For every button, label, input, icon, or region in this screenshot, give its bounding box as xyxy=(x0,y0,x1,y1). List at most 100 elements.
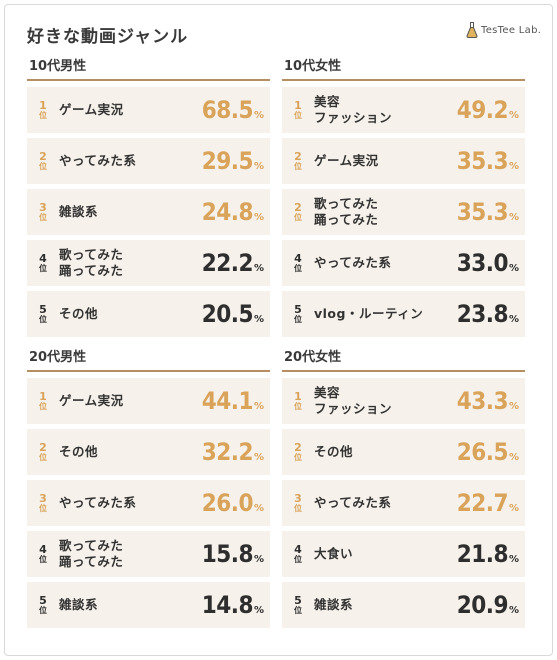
genre-label: その他 xyxy=(59,444,99,460)
rank-suffix: 位 xyxy=(294,504,302,513)
percentage-value: 44.1% xyxy=(202,387,264,415)
percentage-number: 32.2 xyxy=(201,438,254,466)
rank-number: 2 xyxy=(39,150,47,163)
percentage-value: 26.0% xyxy=(202,489,264,517)
ranking-row: 4 位大食い 21.8% xyxy=(282,531,525,577)
ranking-row: 5 位雑談系 14.8% xyxy=(27,582,270,628)
percentage-unit: % xyxy=(508,110,519,121)
percentage-value: 68.5% xyxy=(202,96,264,124)
rank-number: 5 xyxy=(294,594,302,607)
rank-number: 3 xyxy=(39,492,47,505)
percentage-value: 22.7% xyxy=(457,489,519,517)
panel-divider xyxy=(27,79,270,81)
genre-label: 歌ってみた 踊ってみた xyxy=(59,247,124,278)
percentage-unit: % xyxy=(253,212,264,223)
percentage-unit: % xyxy=(508,212,519,223)
ranking-row: 1 位ゲーム実況 44.1% xyxy=(27,378,270,424)
rank-number: 2 xyxy=(294,441,302,454)
percentage-unit: % xyxy=(508,503,519,514)
ranking-row: 1 位美容 ファッション 49.2% xyxy=(282,87,525,133)
percentage-value: 20.9% xyxy=(457,591,519,619)
rank-number: 1 xyxy=(294,390,302,403)
rank-suffix: 位 xyxy=(39,162,47,171)
ranking-row: 5 位雑談系 20.9% xyxy=(282,582,525,628)
rank-suffix: 位 xyxy=(294,315,302,324)
genre-label: その他 xyxy=(59,306,99,322)
panel-twenties-female: 20代女性 1 位美容 ファッション 43.3% 2 位その他 26.5% 3 位やってみた系 2… xyxy=(282,349,525,633)
ranking-row: 3 位やってみた系 26.0% xyxy=(27,480,270,526)
percentage-value: 24.8% xyxy=(202,198,264,226)
ranking-row: 2 位ゲーム実況 35.3% xyxy=(282,138,525,184)
rank-number: 5 xyxy=(39,594,47,607)
percentage-value: 21.8% xyxy=(457,540,519,568)
rank-suffix: 位 xyxy=(39,264,47,273)
percentage-value: 35.3% xyxy=(457,198,519,226)
genre-label: ゲーム実況 xyxy=(59,393,124,409)
ranking-row: 2 位その他 32.2% xyxy=(27,429,270,475)
percentage-value: 35.3% xyxy=(457,147,519,175)
percentage-value: 49.2% xyxy=(457,96,519,124)
percentage-number: 14.8 xyxy=(201,591,254,619)
rank-suffix: 位 xyxy=(294,213,302,222)
rank-suffix: 位 xyxy=(39,402,47,411)
percentage-unit: % xyxy=(253,452,264,463)
rank-number: 4 xyxy=(294,543,302,556)
percentage-value: 43.3% xyxy=(457,387,519,415)
percentage-value: 20.5% xyxy=(202,300,264,328)
ranking-row: 5 位その他 20.5% xyxy=(27,291,270,337)
genre-label: やってみた系 xyxy=(314,495,392,511)
panel-divider xyxy=(27,370,270,372)
percentage-value: 14.8% xyxy=(202,591,264,619)
panel-divider xyxy=(282,370,525,372)
percentage-number: 35.3 xyxy=(456,198,509,226)
percentage-unit: % xyxy=(253,605,264,616)
panel-title: 10代女性 xyxy=(284,59,342,74)
ranking-row: 5 位 vlog・ルーティン 23.8% xyxy=(282,291,525,337)
rank-suffix: 位 xyxy=(39,555,47,564)
rank-suffix: 位 xyxy=(294,453,302,462)
panel-title: 20代女性 xyxy=(284,350,342,365)
percentage-number: 33.0 xyxy=(456,249,509,277)
rank-number: 1 xyxy=(294,99,302,112)
percentage-value: 33.0% xyxy=(457,249,519,277)
percentage-number: 20.5 xyxy=(201,300,254,328)
percentage-number: 68.5 xyxy=(201,96,254,124)
percentage-unit: % xyxy=(508,554,519,565)
genre-label: 美容 ファッション xyxy=(314,94,393,125)
panel-title: 10代男性 xyxy=(29,59,87,74)
rank-suffix: 位 xyxy=(294,402,302,411)
percentage-number: 23.8 xyxy=(456,300,509,328)
percentage-number: 29.5 xyxy=(201,147,254,175)
percentage-value: 29.5% xyxy=(202,147,264,175)
rank-suffix: 位 xyxy=(39,213,47,222)
genre-label: 雑談系 xyxy=(59,204,99,220)
genre-label: やってみた系 xyxy=(314,255,392,271)
rank-number: 2 xyxy=(294,150,302,163)
rank-suffix: 位 xyxy=(294,606,302,615)
percentage-number: 49.2 xyxy=(456,96,509,124)
rank-number: 4 xyxy=(39,252,47,265)
percentage-value: 32.2% xyxy=(202,438,264,466)
ranking-row: 3 位やってみた系 22.7% xyxy=(282,480,525,526)
brand-logo: TesTee Lab. xyxy=(466,20,541,40)
rank-suffix: 位 xyxy=(39,453,47,462)
chart-title: 好きな動画ジャンル xyxy=(27,27,189,47)
percentage-value: 23.8% xyxy=(457,300,519,328)
percentage-unit: % xyxy=(253,110,264,121)
percentage-unit: % xyxy=(508,452,519,463)
percentage-unit: % xyxy=(253,401,264,412)
percentage-number: 26.5 xyxy=(456,438,509,466)
